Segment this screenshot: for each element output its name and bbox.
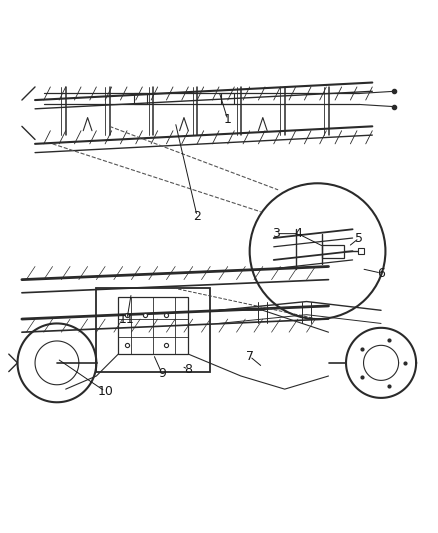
Text: 4: 4 bbox=[294, 227, 302, 240]
Text: 3: 3 bbox=[272, 227, 280, 240]
Text: 5: 5 bbox=[355, 231, 363, 245]
Text: 7: 7 bbox=[246, 350, 254, 363]
Text: 11: 11 bbox=[119, 312, 135, 326]
Text: 9: 9 bbox=[158, 367, 166, 381]
Text: 8: 8 bbox=[184, 363, 192, 376]
Text: 1: 1 bbox=[224, 114, 232, 126]
Text: 10: 10 bbox=[97, 385, 113, 398]
Text: 6: 6 bbox=[377, 266, 385, 280]
Text: 2: 2 bbox=[193, 209, 201, 223]
